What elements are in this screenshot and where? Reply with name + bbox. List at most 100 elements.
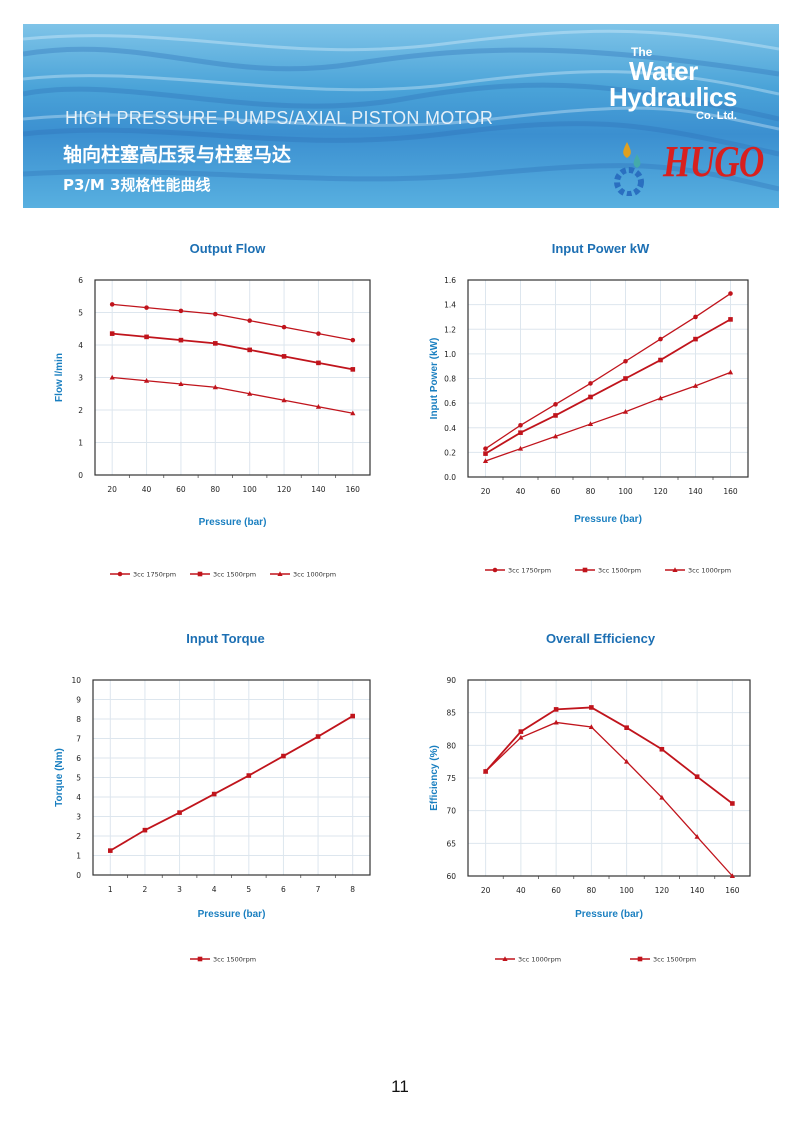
y-tick-label: 1 <box>76 852 81 861</box>
plot-frame <box>94 279 371 476</box>
y-tick-label: 0.6 <box>444 399 456 408</box>
data-point <box>281 397 287 403</box>
data-point <box>178 381 184 386</box>
legend-label: 3cc 1000rpm <box>293 571 336 579</box>
data-point <box>553 719 559 725</box>
y-tick-label: 1.6 <box>444 276 456 285</box>
y-tick-label: 6 <box>76 754 81 763</box>
data-point <box>657 395 664 401</box>
y-tick-label: 80 <box>446 741 456 750</box>
legend-label: 3cc 1500rpm <box>653 956 696 964</box>
data-point <box>144 305 149 310</box>
x-tick-label: 20 <box>481 886 491 895</box>
data-point <box>518 422 523 428</box>
legend-item: 3cc 1000rpm <box>665 567 731 575</box>
data-point <box>659 746 665 752</box>
page-number: 11 <box>391 1077 409 1096</box>
data-point <box>483 769 488 774</box>
data-point <box>692 383 699 388</box>
y-tick-label: 70 <box>446 807 456 816</box>
header-banner: HIGH PRESSURE PUMPS/AXIAL PISTON MOTOR 轴… <box>23 24 779 208</box>
y-tick-label: 2 <box>78 406 83 415</box>
x-axis-label: Pressure (bar) <box>575 909 643 920</box>
legend-marker <box>117 571 123 577</box>
x-tick-label: 2 <box>143 885 148 894</box>
data-point <box>315 734 321 739</box>
series-3cc-1750rpm <box>483 291 733 451</box>
legend-item: 3cc 1500rpm <box>190 571 256 579</box>
data-point <box>624 758 630 764</box>
x-tick-label: 5 <box>246 885 251 894</box>
chart-title-output-flow: Output Flow <box>189 241 266 256</box>
y-tick-label: 0.0 <box>444 473 456 482</box>
data-point <box>247 347 252 353</box>
y-tick-label: 3 <box>78 374 83 383</box>
series-line <box>109 715 354 852</box>
y-axis-label: Torque (Nm) <box>54 748 65 807</box>
series-line <box>485 318 731 455</box>
data-point <box>553 707 559 712</box>
y-axis-label: Efficiency (%) <box>429 745 440 811</box>
logo-co: Co. Ltd. <box>696 110 737 122</box>
header-title-cn: 轴向柱塞高压泵与柱塞马达 <box>63 144 292 166</box>
legend-marker <box>672 567 678 572</box>
data-point <box>144 334 149 340</box>
data-point <box>729 873 735 878</box>
y-tick-label: 10 <box>71 676 81 685</box>
output-flow-chart: 0 1 2 3 4 5 6 20 40 60 80 100 120 140 160 Pressure (bar… <box>54 276 371 579</box>
data-point <box>482 458 489 463</box>
series-3cc-1500rpm <box>108 713 355 853</box>
legend-item: 3cc 1000rpm <box>495 956 561 964</box>
legend-marker <box>582 567 588 573</box>
series-3cc-1000rpm <box>482 369 734 463</box>
data-point <box>483 451 488 456</box>
data-point <box>623 358 628 364</box>
x-tick-label: 160 <box>346 485 361 494</box>
y-tick-label: 7 <box>76 735 81 744</box>
input-torque-chart: 0 1 2 3 4 5 6 7 8 9 10 1 2 3 4 5 6 7 8 Pressure (bar) Torque… <box>54 676 371 964</box>
legend-marker <box>277 571 283 576</box>
data-point <box>281 324 287 330</box>
data-point <box>589 705 594 710</box>
legend-label: 3cc 1750rpm <box>508 567 551 575</box>
series-line <box>484 706 733 805</box>
x-tick-label: 160 <box>725 886 740 895</box>
input-power-chart: 0.0 0.2 0.4 0.6 0.8 1.0 1.2 1.4 1.6 20 40 60 80 100 12… <box>429 276 749 575</box>
x-tick-label: 3 <box>177 885 182 894</box>
y-tick-label: 0.2 <box>444 448 456 457</box>
overall-efficiency-chart: 60 65 70 75 80 85 90 20 40 60 80 100 120 140 160 Pressu… <box>429 676 751 964</box>
legend-item: 3cc 1500rpm <box>190 956 256 964</box>
data-point <box>728 317 733 322</box>
series-3cc-1750rpm <box>109 302 356 343</box>
series-line <box>112 303 353 341</box>
y-tick-label: 1.4 <box>444 301 456 310</box>
series-3cc-1500rpm <box>483 705 735 806</box>
data-point <box>211 791 217 797</box>
legend-label: 3cc 1500rpm <box>598 567 641 575</box>
data-point <box>213 311 218 317</box>
y-tick-label: 4 <box>76 793 81 802</box>
y-tick-label: 60 <box>446 872 456 881</box>
x-tick-label: 100 <box>619 886 634 895</box>
data-point <box>247 390 253 396</box>
series-line <box>485 293 731 450</box>
data-point <box>177 810 182 815</box>
y-tick-label: 2 <box>76 832 81 841</box>
x-tick-label: 120 <box>653 487 668 496</box>
y-tick-label: 90 <box>446 676 456 685</box>
legend-marker <box>492 567 498 573</box>
data-point <box>213 341 218 346</box>
x-tick-label: 120 <box>277 485 292 494</box>
x-tick-label: 80 <box>587 886 597 895</box>
y-tick-label: 4 <box>78 341 83 350</box>
logo-the: The <box>631 45 653 59</box>
series-3cc-1000rpm <box>483 719 735 878</box>
data-point <box>108 848 113 853</box>
series-line <box>485 721 733 877</box>
x-tick-label: 6 <box>281 885 286 894</box>
y-tick-label: 5 <box>78 309 83 318</box>
x-tick-label: 60 <box>551 487 561 496</box>
data-point <box>483 446 488 451</box>
legend-marker <box>197 571 203 577</box>
data-point <box>693 336 698 342</box>
